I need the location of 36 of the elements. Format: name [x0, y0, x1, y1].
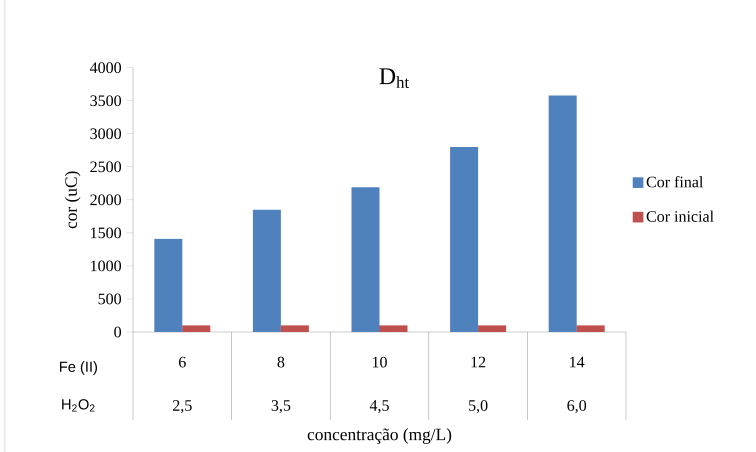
- text: H$_{2}$O$_{2}$: [62, 399, 95, 412]
- bar: [252, 210, 281, 332]
- bar: [182, 325, 210, 332]
- y-tick-label: 2000: [90, 194, 122, 206]
- x-tick-label: 6: [178, 356, 186, 368]
- bar: [548, 95, 577, 332]
- y-tick-label: 2500: [90, 161, 122, 172]
- x-axis-title: concentração (mg/L): [308, 428, 452, 444]
- y-tick-label: 1500: [91, 227, 122, 238]
- bar: [576, 325, 605, 332]
- bar: [154, 238, 182, 332]
- y-tick-label: 500: [98, 294, 122, 304]
- bar: [478, 325, 506, 332]
- bar: [352, 187, 380, 332]
- y-tick-label: 1000: [91, 260, 122, 272]
- legend-label: Cor final: [646, 176, 704, 188]
- text: 3,5: [272, 400, 290, 414]
- bar: [450, 146, 478, 332]
- text: 6,0: [567, 400, 586, 414]
- x-tick-label: 10: [372, 356, 387, 368]
- legend-label: Cor inicial: [646, 210, 714, 222]
- y-tick-label: 4000: [90, 62, 122, 74]
- text: Fe (II): [60, 361, 97, 375]
- text: 2,5: [173, 400, 192, 414]
- bar: [280, 325, 309, 332]
- y-tick-label: 3500: [90, 95, 122, 106]
- x-tick-label: 12: [472, 356, 486, 368]
- x-tick-label: 14: [570, 356, 584, 368]
- x-tick-label: 8: [278, 356, 284, 368]
- bar: [380, 325, 408, 332]
- y-tick-label: 0: [114, 326, 122, 338]
- text: 4,5: [370, 400, 389, 414]
- y-tick-label: 3000: [90, 128, 122, 140]
- y-axis-title: cor (uC): [64, 171, 80, 228]
- text: 5,0: [469, 400, 488, 414]
- chart-title: D$_{ht}$: [379, 68, 410, 88]
